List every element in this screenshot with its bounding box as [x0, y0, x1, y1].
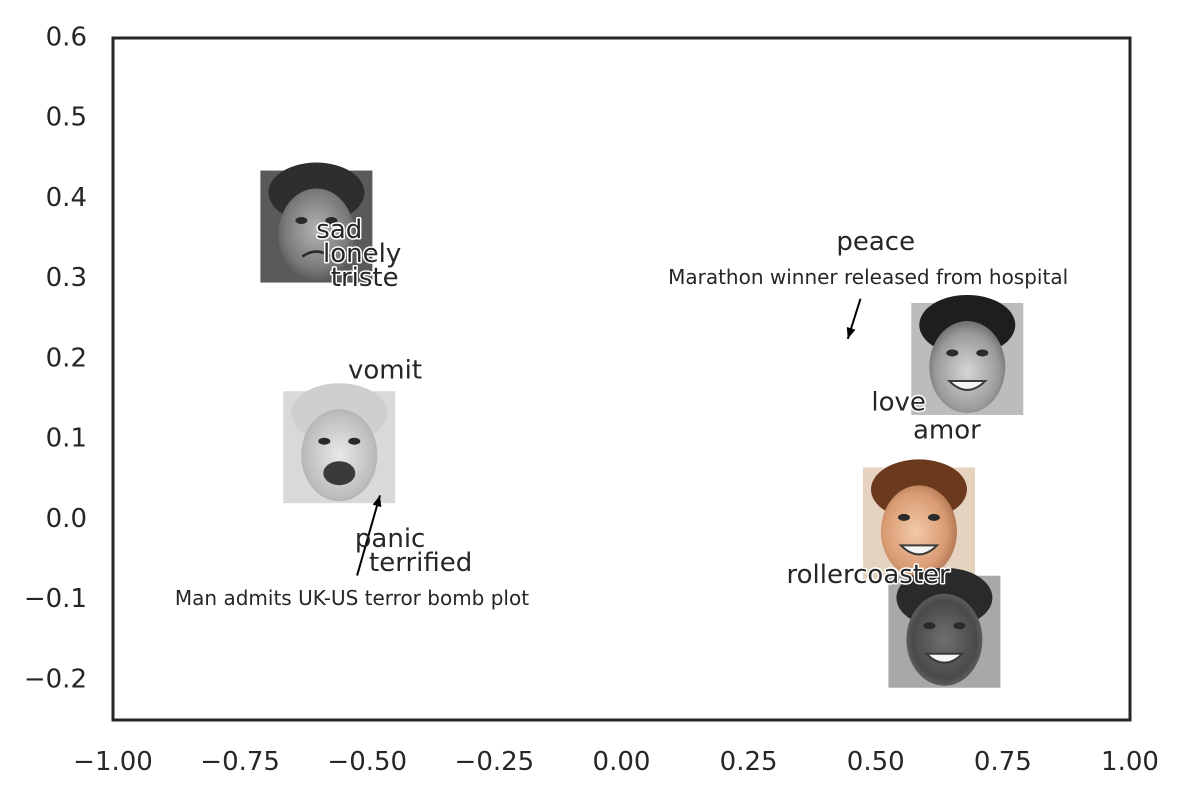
y-tick-label: 0.1 — [46, 424, 87, 454]
word-vomit: vomit — [348, 355, 422, 385]
x-tick-label: −1.00 — [73, 747, 153, 777]
y-tick-label: 0.5 — [46, 103, 87, 133]
word-terrified: terrified — [369, 548, 472, 578]
plot-frame — [111, 36, 1132, 722]
word-amor: amor — [913, 416, 981, 446]
y-tick-label: 0.2 — [46, 343, 87, 373]
word-triste: triste — [331, 263, 399, 293]
word-lonely: lonely — [323, 239, 401, 269]
face-sad-woman-image — [260, 162, 373, 283]
word-love: love — [871, 388, 926, 418]
x-tick-label: 0.75 — [974, 747, 1032, 777]
x-axis: −1.00 −0.75 −0.50 −0.25 0.00 0.25 0.50 0.75 1.00 — [73, 747, 1159, 777]
y-tick-label: 0.3 — [46, 263, 87, 293]
arrow-terror — [356, 495, 382, 576]
y-tick-label: −0.2 — [24, 664, 87, 694]
y-tick-label: 0.6 — [46, 23, 87, 53]
headline-marathon: Marathon winner released from hospital — [668, 265, 1068, 289]
x-tick-label: 0.50 — [847, 747, 905, 777]
word-sad: sad — [316, 215, 362, 245]
headline-terror: Man admits UK-US terror bomb plot — [175, 586, 529, 610]
word-peace: peace — [836, 227, 915, 257]
word-panic: panic — [355, 524, 425, 554]
face-smiling-man-image — [911, 294, 1024, 415]
face-smiling-woman-image — [862, 459, 975, 580]
x-tick-label: −0.50 — [327, 747, 407, 777]
face-smiling-boy-image — [888, 567, 1001, 688]
arrow-marathon — [846, 298, 862, 340]
x-tick-label: −0.75 — [200, 747, 280, 777]
y-axis: −0.2 −0.1 0.0 0.1 0.2 0.3 0.4 0.5 0.6 — [24, 23, 87, 695]
word-rollercoaster: rollercoaster — [787, 560, 950, 590]
x-tick-label: 0.25 — [720, 747, 778, 777]
y-tick-label: 0.0 — [46, 504, 87, 534]
annotation-arrows — [356, 298, 862, 576]
face-images — [260, 162, 1024, 688]
y-tick-label: −0.1 — [24, 584, 87, 614]
x-tick-label: −0.25 — [455, 747, 535, 777]
y-tick-label: 0.4 — [46, 183, 87, 213]
x-tick-label: 1.00 — [1101, 747, 1159, 777]
x-tick-label: 0.00 — [593, 747, 651, 777]
face-crying-baby-image — [283, 383, 396, 504]
